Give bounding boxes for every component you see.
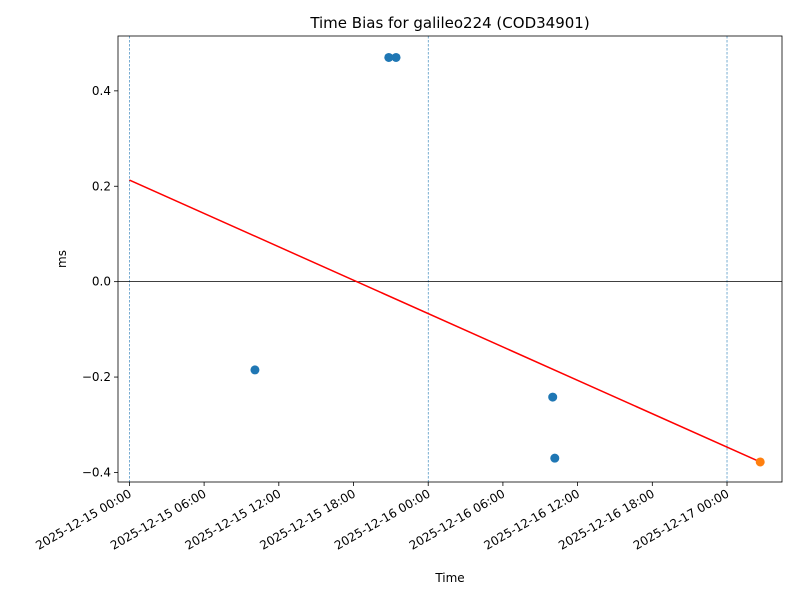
y-axis-ticks: −0.4 −0.2 0.0 0.2 0.4 [82,84,118,479]
data-point [548,392,558,402]
y-tick-label: −0.4 [82,465,111,479]
x-axis-title: Time [434,571,464,585]
y-axis-title: ms [55,250,69,268]
y-tick-label: −0.2 [82,370,111,384]
data-point [755,457,765,467]
data-layer [129,52,765,467]
data-point [550,453,560,463]
data-point [250,365,260,375]
plot-frame [117,35,783,483]
reference-lines [118,36,782,482]
chart-title: Time Bias for galileo224 (COD34901) [309,14,589,32]
data-point [384,52,394,62]
y-tick-label: 0.4 [92,84,111,98]
trend-line [129,179,761,463]
y-tick-label: 0.0 [92,275,111,289]
y-tick-label: 0.2 [92,179,111,193]
data-point [391,52,401,62]
